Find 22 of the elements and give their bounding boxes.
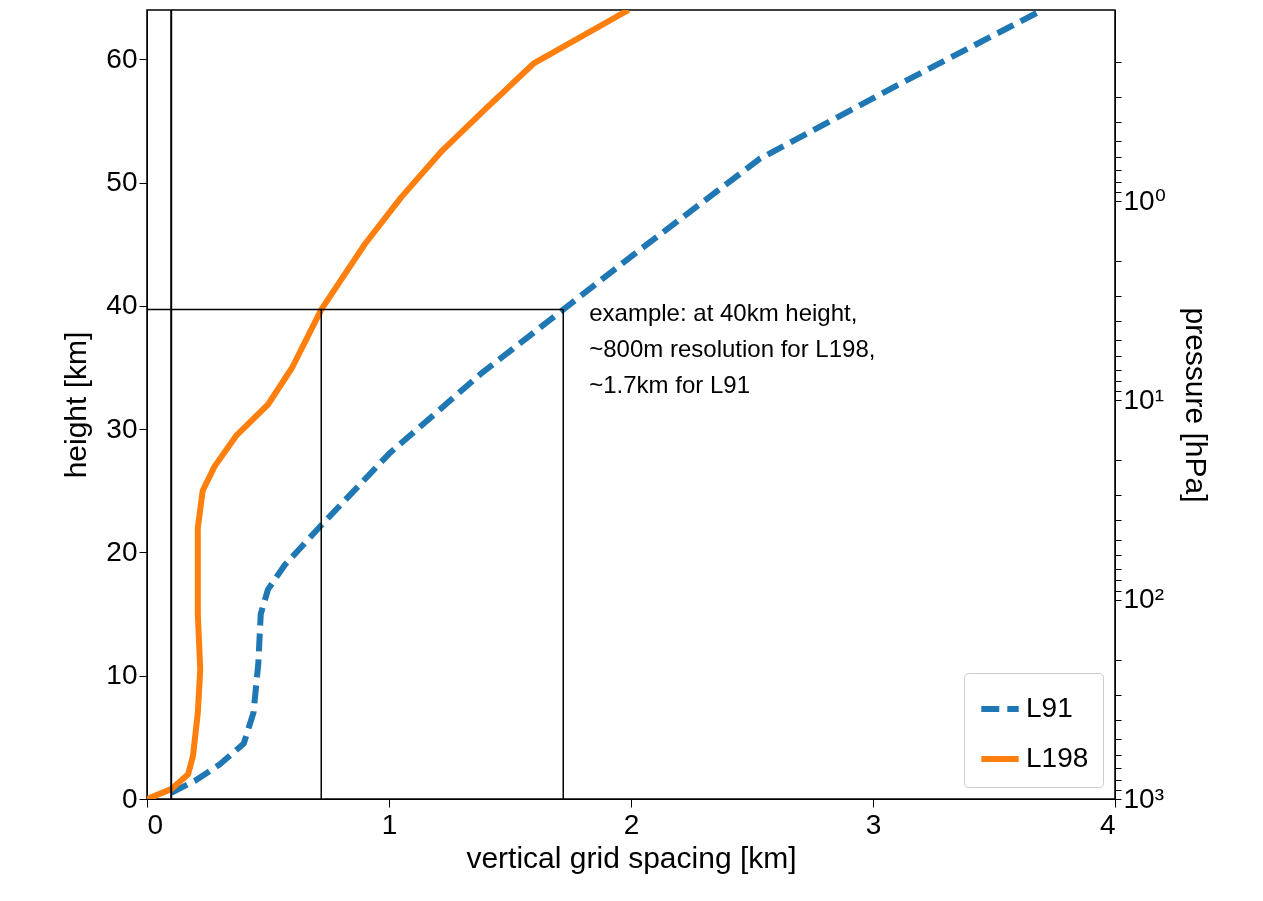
y2-tick-label: 10² xyxy=(1123,583,1164,615)
y-tick-label: 40 xyxy=(106,289,138,321)
legend-label: L91 xyxy=(1026,692,1073,723)
x-tick-label: 4 xyxy=(1099,808,1116,840)
y-tick-label: 10 xyxy=(106,659,138,691)
y2-tick-label: 10³ xyxy=(1123,782,1164,814)
y-tick-label: 0 xyxy=(121,782,138,814)
y2-axis-title: pressure [hPa] xyxy=(1179,307,1213,503)
y-tick-label: 20 xyxy=(106,535,138,567)
annotation: example: at 40km height, ~800m resolution for L198, ~1.7km for L91 xyxy=(589,298,876,398)
x-tick-label: 2 xyxy=(623,808,640,840)
legend-label: L198 xyxy=(1026,742,1089,773)
x-tick-label: 0 xyxy=(147,808,164,840)
y-tick-label: 30 xyxy=(106,412,138,444)
y2-tick-label: 10⁰ xyxy=(1123,184,1166,216)
x-tick-label: 1 xyxy=(381,808,398,840)
y-tick-label: 50 xyxy=(106,166,138,198)
y-tick-label: 60 xyxy=(106,42,138,74)
y-axis-title: height [km] xyxy=(59,331,93,479)
x-tick-label: 3 xyxy=(865,808,882,840)
x-axis-title: vertical grid spacing [km] xyxy=(466,840,797,874)
y2-tick-label: 10¹ xyxy=(1123,383,1164,415)
